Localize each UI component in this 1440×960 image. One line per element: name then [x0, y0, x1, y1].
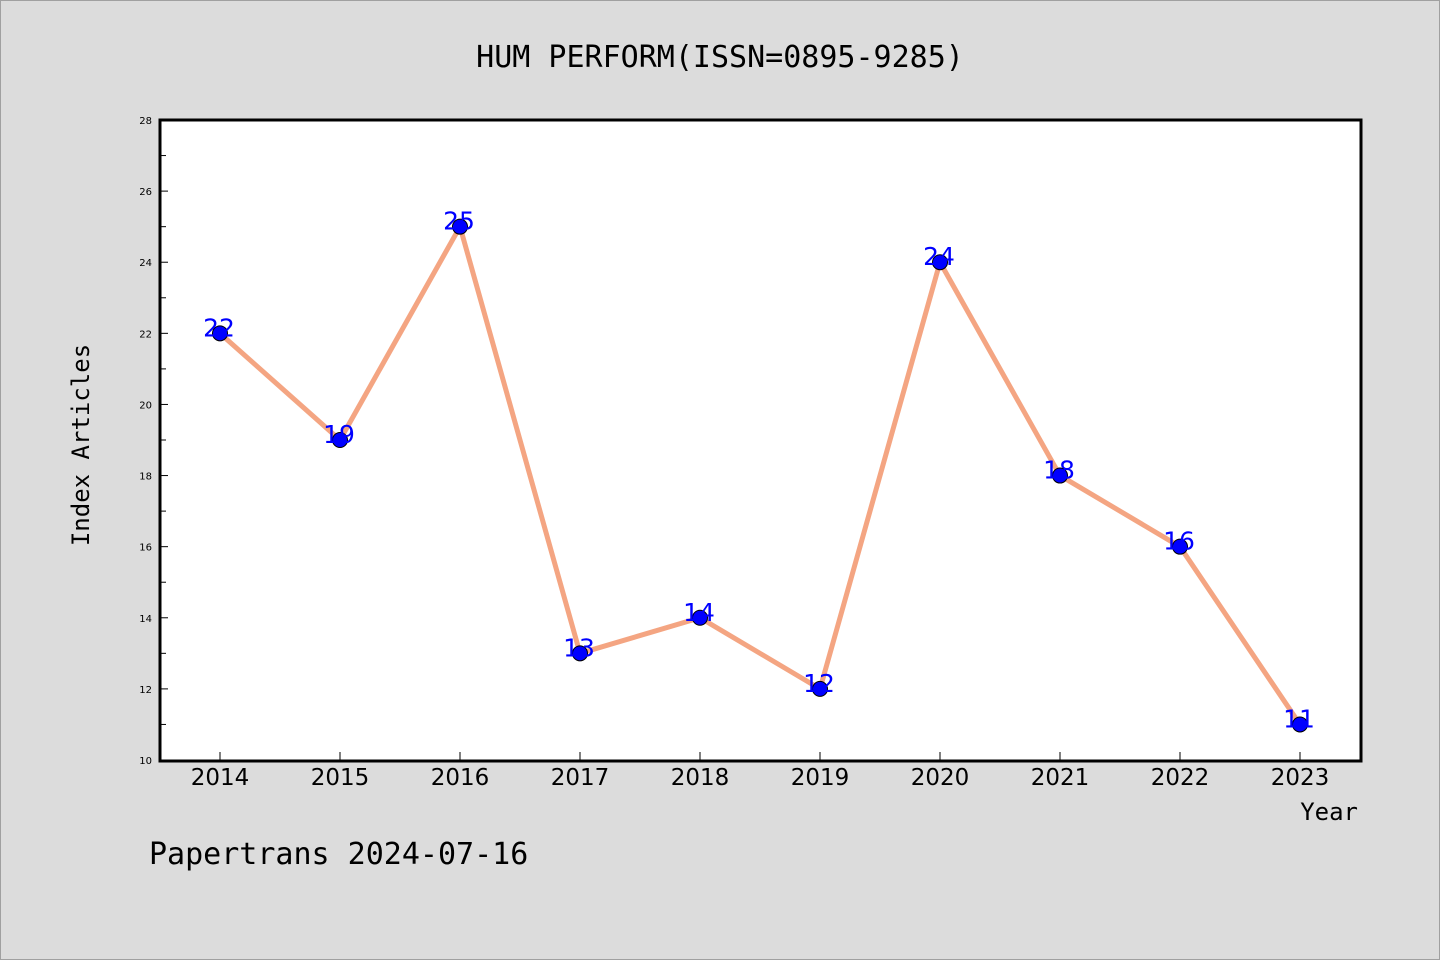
- y-tick-label: 24: [139, 258, 152, 269]
- y-tick-label: 18: [139, 472, 152, 483]
- data-label: 11: [1283, 704, 1315, 733]
- data-point: [1172, 538, 1188, 555]
- y-tick-label: 22: [139, 329, 152, 340]
- x-tick-label: 2021: [1031, 765, 1090, 791]
- x-tick-label: 2015: [311, 765, 370, 791]
- x-axis-label: Year: [1300, 798, 1358, 826]
- x-tick-label: 2023: [1271, 765, 1330, 791]
- data-label: 14: [683, 598, 715, 627]
- series-line: [218, 224, 1303, 726]
- y-tick-label: 20: [139, 400, 152, 411]
- data-label: 12: [803, 669, 835, 698]
- y-tick-label: 16: [139, 543, 152, 554]
- data-labels: 22 19 25 13 14 12 24 18 16 11: [203, 207, 1315, 734]
- footer-text: Papertrans 2024-07-16: [149, 837, 528, 872]
- data-point: [932, 254, 948, 271]
- data-point: [812, 680, 828, 697]
- data-point: [332, 432, 348, 448]
- x-tick-label: 2017: [551, 765, 610, 791]
- x-axis-ticks: 2014 2015 2016 2017 2018 2019 2020 2021 2022 2023: [191, 752, 1330, 791]
- x-tick-label: 2022: [1151, 765, 1210, 791]
- data-label: 22: [203, 313, 235, 342]
- data-label: 16: [1163, 527, 1195, 556]
- x-tick-label: 2016: [431, 765, 490, 791]
- y-tick-label: 10: [139, 756, 152, 767]
- x-tick-label: 2020: [911, 765, 970, 791]
- data-points: [212, 218, 1308, 733]
- data-label: 25: [443, 207, 475, 236]
- data-point: [572, 645, 588, 662]
- data-point: [692, 609, 708, 626]
- y-tick-label: 26: [139, 187, 152, 198]
- data-point: [452, 218, 468, 235]
- y-axis-label: Index Articles: [67, 344, 95, 546]
- data-label: 13: [563, 633, 595, 662]
- plot-frame: [158, 118, 1363, 763]
- data-point: [1292, 716, 1308, 733]
- y-tick-label: 28: [139, 116, 152, 127]
- data-label: 19: [323, 420, 355, 449]
- x-tick-label: 2014: [191, 765, 250, 791]
- chart-title: HUM PERFORM(ISSN=0895-9285): [476, 40, 964, 75]
- y-tick-label: 14: [139, 614, 152, 625]
- data-point: [212, 325, 228, 342]
- data-label: 18: [1043, 456, 1075, 485]
- data-point: [1052, 467, 1068, 484]
- x-tick-label: 2018: [671, 765, 730, 791]
- x-tick-label: 2019: [791, 765, 850, 791]
- data-label: 24: [923, 242, 955, 271]
- y-tick-label: 12: [139, 685, 152, 696]
